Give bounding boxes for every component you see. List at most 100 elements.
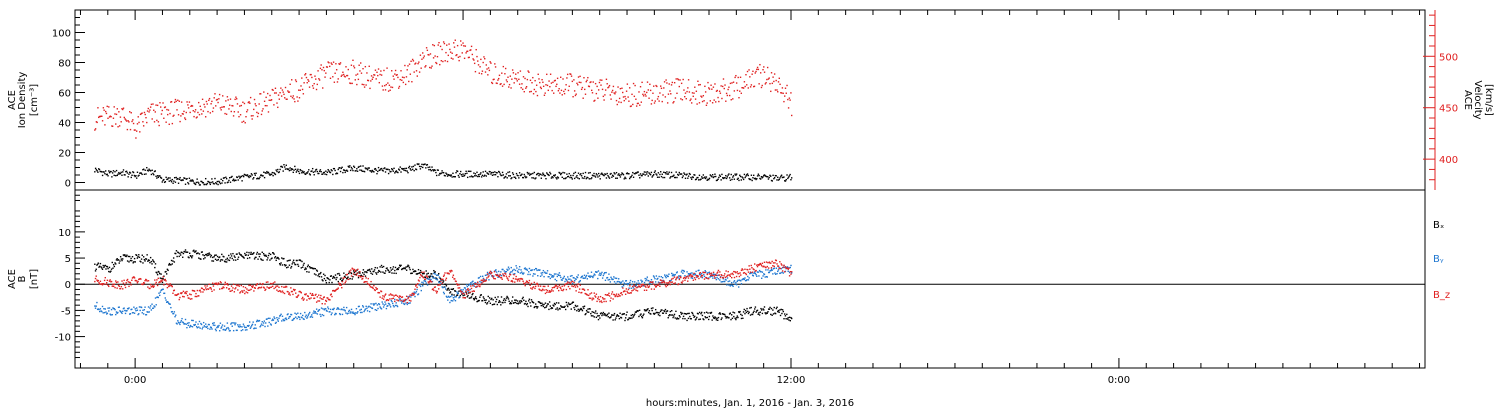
- bottom-data-point: [387, 299, 390, 302]
- bottom-data-point: [647, 311, 650, 314]
- bottom-data-point: [295, 313, 298, 315]
- bottom-data-point: [719, 271, 721, 273]
- top-data-point: [98, 116, 100, 119]
- bottom-data-point: [555, 285, 558, 287]
- bottom-data-point: [500, 271, 502, 273]
- bottom-data-point: [675, 318, 678, 320]
- bottom-data-point: [448, 296, 450, 298]
- bottom-data-point: [542, 285, 545, 288]
- bottom-data-point: [457, 292, 459, 294]
- top-data-point: [317, 172, 319, 175]
- bottom-data-point: [220, 327, 222, 329]
- bottom-data-point: [508, 300, 510, 302]
- bottom-data-point: [596, 312, 598, 315]
- bottom-data-point: [365, 277, 367, 279]
- bottom-data-point: [726, 316, 729, 318]
- bottom-data-point: [394, 269, 396, 272]
- top-data-point: [356, 168, 358, 170]
- bottom-data-point: [703, 273, 705, 276]
- bottom-data-point: [658, 312, 660, 314]
- top-data-point: [215, 105, 217, 107]
- top-data-point: [345, 169, 347, 172]
- bottom-data-point: [679, 316, 681, 318]
- top-data-point: [525, 176, 528, 178]
- top-data-point: [116, 108, 119, 110]
- top-data-point: [372, 76, 374, 79]
- bottom-data-point: [720, 274, 722, 276]
- top-data-point: [784, 180, 787, 182]
- bottom-data-point: [465, 289, 467, 291]
- top-data-point: [579, 75, 581, 78]
- top-data-point: [581, 177, 584, 179]
- bottom-data-point: [559, 274, 561, 277]
- top-data-point: [329, 171, 331, 173]
- bottom-data-point: [289, 259, 291, 261]
- top-data-point: [580, 88, 583, 91]
- top-data-point: [382, 170, 384, 172]
- bottom-data-point: [498, 301, 500, 304]
- top-data-point: [590, 178, 592, 180]
- top-data-point: [722, 177, 724, 179]
- bottom-data-point: [327, 278, 330, 280]
- bottom-data-point: [754, 306, 757, 308]
- bottom-data-point: [440, 279, 442, 282]
- bottom-data-point: [242, 286, 245, 288]
- bottom-data-point: [348, 310, 350, 313]
- top-data-point: [759, 72, 762, 74]
- top-data-point: [575, 176, 577, 178]
- top-data-point: [625, 172, 628, 175]
- top-data-point: [697, 84, 700, 86]
- top-data-point: [145, 173, 147, 175]
- top-data-point: [118, 125, 121, 127]
- top-data-point: [239, 114, 242, 116]
- bottom-data-point: [536, 282, 538, 285]
- bottom-data-point: [601, 271, 603, 274]
- top-data-point: [443, 174, 446, 177]
- top-data-point: [318, 170, 321, 172]
- top-data-point: [682, 78, 684, 81]
- bottom-data-point: [725, 270, 727, 272]
- top-data-point: [756, 68, 758, 71]
- top-data-point: [435, 62, 438, 65]
- bottom-data-point: [657, 277, 659, 280]
- top-data-point: [201, 113, 203, 115]
- bottom-data-point: [602, 274, 605, 277]
- bottom-data-point: [516, 302, 518, 305]
- bottom-data-point: [697, 275, 699, 277]
- bottom-data-point: [700, 312, 702, 315]
- bottom-data-point: [727, 280, 729, 283]
- bottom-data-point: [690, 275, 692, 278]
- top-data-point: [411, 166, 413, 168]
- top-data-point: [116, 174, 119, 177]
- top-data-point: [726, 94, 729, 97]
- top-data-point: [133, 174, 136, 177]
- top-data-point: [551, 175, 553, 178]
- bottom-data-point: [357, 311, 359, 313]
- bottom-data-point: [535, 283, 538, 285]
- bottom-data-point: [598, 315, 600, 317]
- bottom-data-point: [426, 277, 428, 280]
- bottom-data-point: [597, 296, 600, 298]
- bottom-data-point: [308, 266, 311, 268]
- top-data-point: [379, 73, 381, 76]
- bottom-data-point: [413, 293, 416, 295]
- bottom-data-point: [660, 281, 662, 284]
- bottom-data-point: [472, 282, 475, 285]
- bottom-data-point: [728, 280, 731, 282]
- bottom-data-point: [246, 257, 249, 260]
- bottom-data-point: [341, 308, 343, 310]
- top-left-ylabel-line-3: [cm⁻³]: [29, 84, 40, 116]
- top-data-point: [294, 79, 297, 81]
- bottom-data-point: [475, 283, 478, 285]
- bottom-data-point: [337, 307, 339, 309]
- bottom-data-point: [481, 279, 484, 281]
- bottom-data-point: [374, 266, 376, 269]
- top-left-tick-label: 80: [58, 59, 71, 70]
- bottom-data-point: [638, 309, 641, 311]
- bottom-data-point: [393, 295, 395, 297]
- top-data-point: [618, 173, 620, 175]
- bottom-data-point: [569, 275, 572, 277]
- top-data-point: [636, 171, 639, 173]
- top-data-point: [280, 165, 282, 168]
- bottom-data-point: [465, 284, 468, 286]
